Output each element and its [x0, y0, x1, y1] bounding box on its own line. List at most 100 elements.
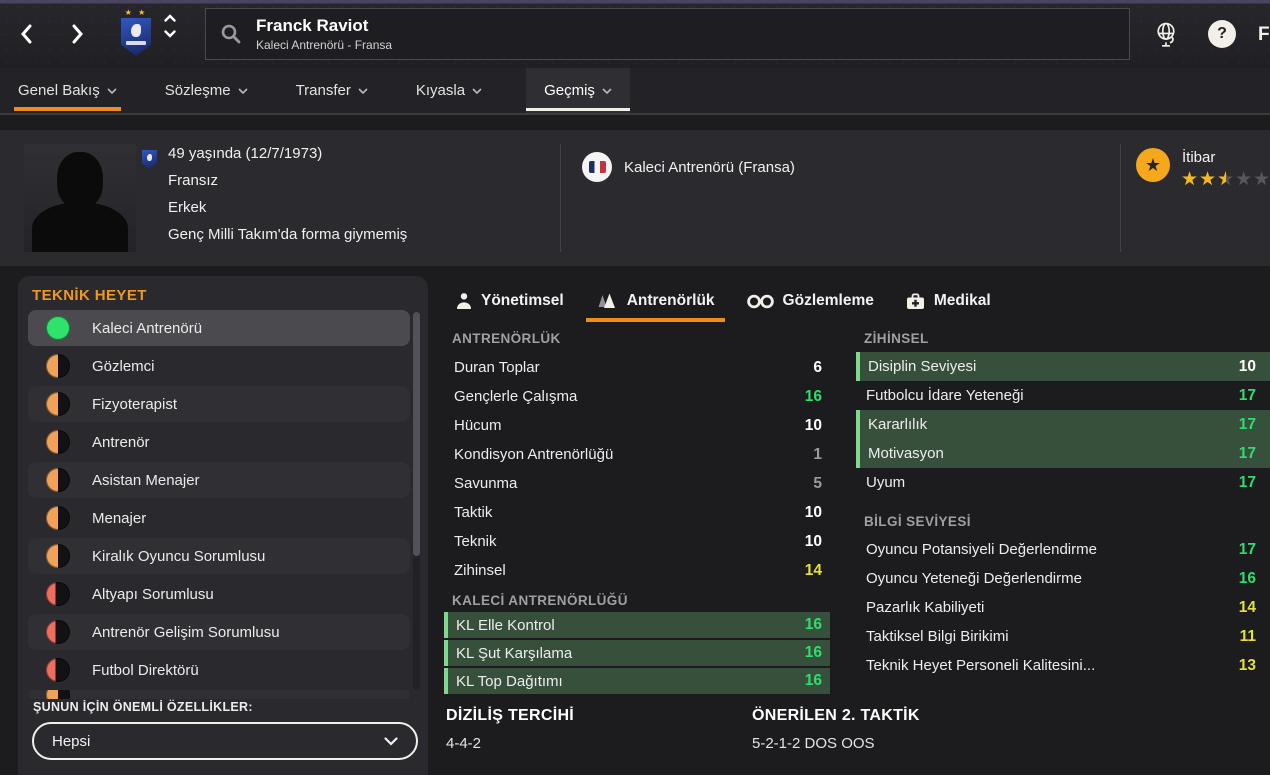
- sidebar-staff-item[interactable]: Fizyoterapist: [28, 386, 410, 422]
- tab-kiyasla[interactable]: Kıyasla: [412, 68, 486, 113]
- attribute-label: Disiplin Seviyesi: [868, 358, 977, 375]
- section-title-gk-coaching: KALECİ ANTRENÖRLÜĞÜ: [452, 593, 628, 608]
- help-icon[interactable]: ?: [1208, 20, 1236, 48]
- chevron-down-icon: [472, 87, 482, 94]
- attribute-value: 16: [1238, 569, 1256, 587]
- role-progress-icon: [46, 468, 70, 492]
- avatar: [24, 144, 136, 252]
- role-progress-icon: [46, 690, 70, 699]
- sidebar-staff-item[interactable]: Antrenör Gelişim Sorumlusu: [28, 614, 410, 650]
- tab-antrenorluk[interactable]: Antrenörlük: [580, 280, 731, 322]
- section-nav-bar: Genel Bakış Sözleşme Transfer Kıyasla Ge…: [0, 68, 1270, 115]
- coaching-attributes: Duran Toplar 6 Gençlerle Çalışma 16 Hücu…: [444, 353, 830, 585]
- sidebar-staff-item[interactable]: [28, 690, 410, 699]
- france-shield-icon: [121, 18, 151, 56]
- attribute-value: 10: [1238, 357, 1256, 375]
- attribute-row: Duran Toplar 6: [444, 353, 830, 382]
- staff-list: Kaleci Antrenörü Gözlemci Fizyoterapist …: [28, 310, 410, 699]
- attribute-value: 11: [1239, 627, 1256, 645]
- profile-header: 49 yaşında (12/7/1973) Fransız Erkek Gen…: [0, 130, 1270, 266]
- staff-role-label: Antrenör Gelişim Sorumlusu: [92, 623, 280, 641]
- reputation-stars: ★★★★★ ★★★★★: [1181, 169, 1270, 190]
- attribute-row: Taktiksel Bilgi Birikimi 11: [856, 622, 1270, 651]
- personal-details: 49 yaşında (12/7/1973) Fransız Erkek Gen…: [168, 140, 407, 248]
- staff-role-label: Fizyoterapist: [92, 395, 178, 413]
- tab-genel-bakis[interactable]: Genel Bakış: [14, 68, 121, 113]
- attribute-label: Savunma: [454, 475, 518, 492]
- attribute-value: 1: [813, 445, 822, 463]
- top-bar: ★ ★ Franck Raviot Kaleci Antrenörü - Fra…: [0, 0, 1270, 68]
- sidebar-staff-item[interactable]: Antrenör: [28, 424, 410, 460]
- attribute-row: Gençlerle Çalışma 16: [444, 382, 830, 411]
- attribute-label: KL Elle Kontrol: [456, 616, 555, 634]
- role-progress-icon: [46, 620, 70, 644]
- attribute-row: Kararlılık 17: [856, 410, 1270, 439]
- search-input[interactable]: Franck Raviot Kaleci Antrenörü - Fransa: [205, 8, 1130, 60]
- attribute-label: Kondisyon Antrenörlüğü: [454, 446, 614, 463]
- attribute-row: Savunma 5: [444, 469, 830, 498]
- entity-switcher: [164, 14, 176, 38]
- chevron-up-icon[interactable]: [164, 14, 176, 22]
- divider: [560, 144, 561, 252]
- chevron-down-icon[interactable]: [164, 30, 176, 38]
- crest-stars-icon: ★ ★: [124, 8, 148, 17]
- filter-label: ŞUNUN İÇİN ÖNEMLİ ÖZELLİKLER:: [33, 700, 253, 714]
- role-progress-icon: [46, 582, 70, 606]
- divider: [1120, 144, 1121, 252]
- sidebar-staff-item[interactable]: Altyapı Sorumlusu: [28, 576, 410, 612]
- scrollbar-thumb[interactable]: [413, 312, 420, 556]
- attribute-tabs: Yönetimsel Antrenörlük Gözlemleme Medika…: [440, 280, 1007, 322]
- section-title-coaching: ANTRENÖRLÜK: [452, 331, 561, 346]
- tab-yonetimsel[interactable]: Yönetimsel: [440, 280, 580, 322]
- france-flag-icon: [582, 152, 612, 182]
- sidebar-staff-item[interactable]: Asistan Menajer: [28, 462, 410, 498]
- chevron-down-icon: [602, 87, 612, 94]
- tab-gozlemleme[interactable]: Gözlemleme: [731, 280, 890, 322]
- attribute-label: Hücum: [454, 417, 502, 434]
- formation-preference-title: DİZİLİŞ TERCİHİ: [446, 707, 575, 724]
- staff-role-label: Asistan Menajer: [92, 471, 200, 489]
- back-button[interactable]: [8, 16, 44, 52]
- attribute-row: Teknik Heyet Personeli Kalitesini... 13: [856, 651, 1270, 680]
- attribute-label: Oyuncu Yeteneği Değerlendirme: [866, 570, 1082, 587]
- detail-caps: Genç Milli Takım'da forma giymemiş: [168, 226, 408, 243]
- attribute-value: 10: [804, 503, 822, 521]
- role-progress-icon: [46, 506, 70, 530]
- tab-gecmis[interactable]: Geçmiş: [526, 68, 630, 113]
- forward-button[interactable]: [60, 16, 96, 52]
- staff-role-label: Menajer: [92, 509, 147, 527]
- knowledge-attributes: Oyuncu Potansiyeli Değerlendirme 17 Oyun…: [856, 535, 1270, 680]
- attribute-value: 10: [804, 532, 822, 550]
- reputation-star-icon: ★: [1136, 148, 1170, 182]
- world-icon[interactable]: [1152, 20, 1180, 53]
- attribute-value: 6: [813, 358, 822, 376]
- sidebar-staff-item[interactable]: Menajer: [28, 500, 410, 536]
- sidebar-staff-item[interactable]: Kiralık Oyuncu Sorumlusu: [28, 538, 410, 574]
- search-icon: [221, 24, 241, 44]
- team-crest[interactable]: ★ ★: [116, 8, 156, 60]
- attribute-row: Kondisyon Antrenörlüğü 1: [444, 440, 830, 469]
- tab-transfer[interactable]: Transfer: [292, 68, 372, 113]
- sidebar-staff-item[interactable]: Futbol Direktörü: [28, 652, 410, 688]
- sidebar-staff-item[interactable]: Gözlemci: [28, 348, 410, 384]
- sidebar-staff-item[interactable]: Kaleci Antrenörü: [28, 310, 410, 346]
- tab-sozlesme[interactable]: Sözleşme: [161, 68, 252, 113]
- nation-badge-icon: [142, 150, 157, 169]
- binoculars-icon: [746, 294, 774, 308]
- attribute-row: Uyum 17: [856, 468, 1270, 497]
- attributes-filter-dropdown[interactable]: Hepsi: [32, 722, 418, 760]
- training-cones-icon: [598, 293, 615, 308]
- attribute-label: Oyuncu Potansiyeli Değerlendirme: [866, 541, 1097, 558]
- attribute-value: 5: [813, 474, 822, 492]
- role-progress-icon: [46, 430, 70, 454]
- staff-sidebar: TEKNİK HEYET Kaleci Antrenörü Gözlemci F…: [18, 276, 428, 775]
- attribute-row: Teknik 10: [444, 527, 830, 556]
- attribute-value: 17: [1238, 473, 1256, 491]
- tab-medikal[interactable]: Medikal: [890, 280, 1007, 322]
- attribute-value: 13: [1238, 656, 1256, 674]
- attribute-label: Zihinsel: [454, 562, 506, 579]
- reputation-label: İtibar: [1182, 149, 1216, 166]
- scrollbar-track[interactable]: [413, 312, 420, 690]
- formation-preference-value: 4-4-2: [446, 735, 482, 752]
